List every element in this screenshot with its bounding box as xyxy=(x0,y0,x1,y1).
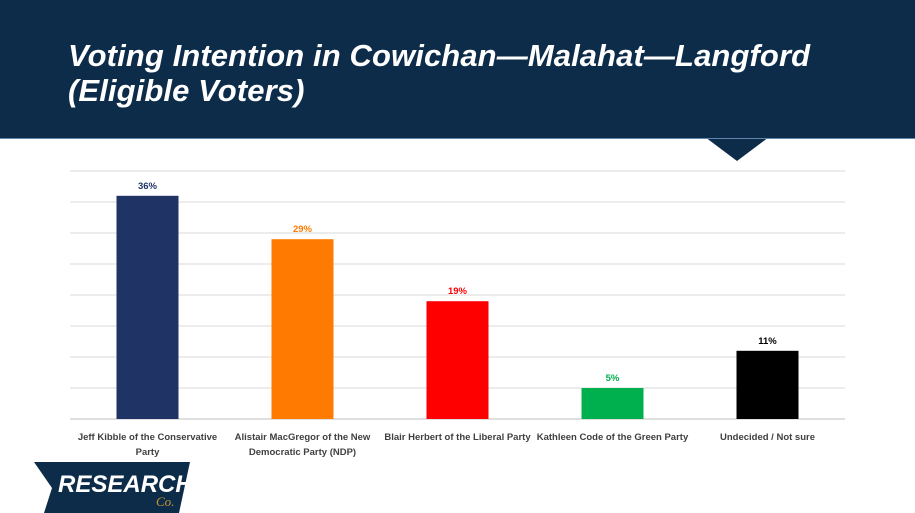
banner-notch xyxy=(705,137,769,161)
x-tick-label: Jeff Kibble of the Conservative Party xyxy=(77,432,218,458)
title-banner: Voting Intention in Cowichan—Malahat—Lan… xyxy=(0,0,915,138)
bar-value-label: 19% xyxy=(448,286,468,297)
x-tick-label: Alistair MacGregor of the New Democratic… xyxy=(234,432,371,458)
bar-value-label: 5% xyxy=(606,373,620,384)
x-axis-labels: Jeff Kibble of the Conservative Party Ali… xyxy=(0,150,915,470)
bar xyxy=(426,301,489,419)
bar-value-label: 36% xyxy=(138,181,158,192)
x-tick-label: Blair Herbert of the Liberal Party xyxy=(384,432,531,443)
research-co-logo: RESEARCH Co. xyxy=(34,462,190,513)
bar xyxy=(116,195,179,419)
bar xyxy=(271,239,334,419)
logo-text-main: RESEARCH xyxy=(58,471,190,498)
title-line-1: Voting Intention in Cowichan—Malahat—Lan… xyxy=(68,38,811,73)
x-tick-label: Kathleen Code of the Green Party xyxy=(536,432,689,443)
title-line-2: (Eligible Voters) xyxy=(68,73,305,108)
bar xyxy=(736,350,799,419)
bar-chart-plot: 36% 29% 19% 5% 11% xyxy=(70,170,845,420)
bar-value-label: 29% xyxy=(293,224,313,235)
bar-chart: 36% 29% 19% 5% 11% Jeff Kibble of the Conser… xyxy=(0,150,915,470)
banner-divider xyxy=(0,138,915,139)
slide-title: Voting Intention in Cowichan—Malahat—Lan… xyxy=(68,38,888,108)
bar-value-label: 11% xyxy=(758,336,777,347)
bar xyxy=(581,388,644,419)
logo-text-sub: Co. xyxy=(156,494,174,509)
x-tick-label: Undecided / Not sure xyxy=(719,432,815,443)
